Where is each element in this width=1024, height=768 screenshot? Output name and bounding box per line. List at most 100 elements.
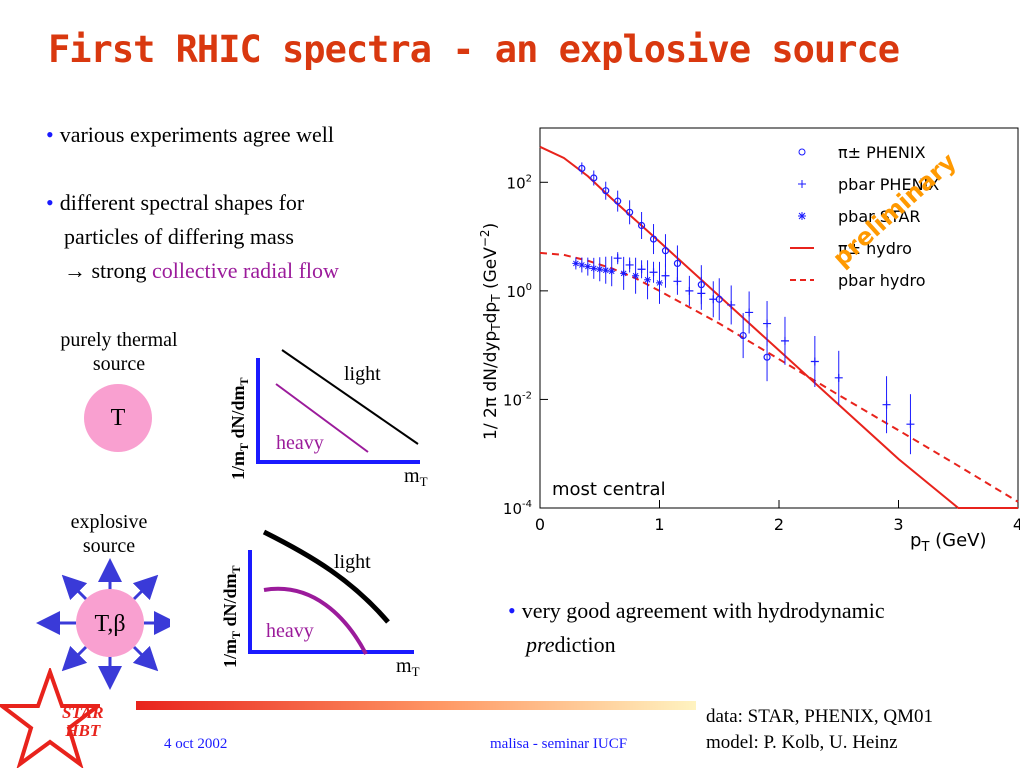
- pbar-phenix-point: [661, 271, 670, 280]
- pbar-star-point: [572, 259, 580, 267]
- pion-phenix-point: [626, 208, 634, 216]
- pbar-phenix-point: [780, 336, 789, 345]
- bullet-text: particles of differing mass: [64, 224, 294, 249]
- bullet-text: → strong collective radial flow: [46, 254, 339, 288]
- bullet-spectral-shapes: • different spectral shapes for particles…: [46, 186, 339, 288]
- star-logo-icon: [0, 668, 100, 768]
- x-axis-title: pT (GeV): [910, 530, 987, 555]
- pbar-phenix-point: [763, 319, 772, 328]
- y-axis-label: 1/mT dN/dmT: [228, 377, 251, 480]
- legend-label: π± hydro: [838, 239, 912, 258]
- pbar-star-point: [608, 267, 616, 275]
- bullet-text: different spectral shapes for: [59, 190, 305, 215]
- chart-legend: π± PHENIX pbar PHENIX pbar STAR π± hydro pba…: [790, 143, 939, 290]
- legend-plus-marker: [798, 180, 806, 188]
- bullet-dot: •: [46, 190, 54, 215]
- pbar-star-point: [578, 261, 586, 269]
- star-hbt-logo-text: STAR HBT: [62, 704, 104, 740]
- thermal-sketch: light heavy mT 1/mT dN/dmT: [228, 349, 428, 489]
- pion-phenix-point: [602, 187, 610, 195]
- legend-circle-marker: [798, 148, 806, 156]
- pbar-phenix-point: [637, 265, 646, 274]
- text-rest: diction: [554, 632, 616, 657]
- heavy-label: heavy: [276, 432, 324, 454]
- collective-flow-text: collective radial flow: [152, 258, 339, 283]
- explosive-source-label: explosive source: [44, 510, 174, 558]
- thermal-source-circle: T: [84, 384, 152, 452]
- legend-label: pbar STAR: [838, 207, 921, 226]
- explosive-sketch: light heavy mT 1/mT dN/dmT: [220, 529, 420, 679]
- x-tick-label: 4: [1013, 515, 1020, 534]
- pion-phenix-point: [637, 221, 646, 230]
- italic-prefix: pre: [526, 632, 555, 657]
- right-arrow-icon: →: [64, 258, 86, 283]
- pbar-phenix-point: [727, 300, 736, 309]
- temperature-label: T: [110, 405, 126, 431]
- y-axis-label: 1/mT dN/dmT: [220, 565, 243, 668]
- bullet-hydro-agreement: • very good agreement with hydrodynamic p…: [508, 594, 885, 662]
- bullet-text: strong: [86, 258, 152, 283]
- pbar-star-point: [596, 265, 604, 273]
- legend-label: pbar hydro: [838, 271, 926, 290]
- heavy-label: heavy: [266, 620, 314, 642]
- logo-line: HBT: [65, 721, 101, 740]
- pbar-star-point: [584, 263, 592, 271]
- bullet-experiments-agree: • various experiments agree well: [46, 118, 334, 152]
- light-curve: [262, 529, 390, 624]
- heavy-line: [275, 383, 369, 453]
- pbar-star-point: [602, 266, 610, 274]
- y-tick-label: 102: [507, 173, 532, 192]
- pion-hydro-curve: [539, 145, 1018, 509]
- credit-line: data: STAR, PHENIX, QM01: [706, 706, 933, 727]
- plot-frame: [539, 127, 1019, 509]
- temperature-flow-label: T,β: [94, 611, 125, 637]
- most-central-label: most central: [552, 479, 666, 500]
- pion-phenix-point: [661, 247, 670, 255]
- radial-flow-arrows: [36, 558, 170, 690]
- pbar-star-point: [632, 272, 640, 280]
- x-tick-label: 1: [654, 515, 664, 534]
- bullet-dot: •: [508, 598, 516, 623]
- pbar-phenix-point: [709, 295, 718, 304]
- pion-phenix-point: [673, 259, 682, 268]
- pbar-phenix-point: [882, 400, 891, 409]
- x-tick-label: 0: [535, 515, 545, 534]
- light-label: light: [334, 551, 371, 573]
- explosive-source-circle: [76, 589, 144, 657]
- explosive-source-icon: T,β: [36, 558, 170, 690]
- x-tick-label: 2: [774, 515, 784, 534]
- legend-star-marker: [798, 212, 806, 220]
- light-line: [281, 349, 419, 445]
- pbar-phenix-point: [613, 254, 622, 263]
- pbar-phenix-point: [834, 373, 843, 382]
- bullet-text: prediction: [508, 628, 885, 662]
- pion-phenix-point: [614, 197, 622, 205]
- pion-phenix-point: [649, 235, 658, 243]
- pbar-star-point: [620, 269, 628, 277]
- pion-phenix-point: [590, 174, 598, 182]
- logo-line: STAR: [62, 703, 104, 722]
- label-line: explosive: [70, 511, 148, 533]
- pbar-star-point: [590, 264, 598, 272]
- legend-label: pbar PHENIX: [838, 175, 939, 194]
- pbar-star-point: [656, 279, 663, 287]
- pbar-phenix-point: [745, 308, 754, 317]
- light-label: light: [344, 363, 381, 385]
- y-tick-label: 100: [507, 282, 532, 301]
- pion-phenix-point: [739, 331, 747, 340]
- legend-label: π± PHENIX: [838, 143, 926, 162]
- pbar-phenix-point: [906, 420, 915, 429]
- credit-line: model: P. Kolb, U. Heinz: [706, 732, 898, 753]
- pion-phenix-point: [763, 353, 771, 361]
- bullet-text: various experiments agree well: [59, 122, 334, 147]
- y-tick-label: 10-2: [503, 390, 532, 409]
- heavy-curve: [263, 586, 368, 655]
- spectra-chart: 0 1 2 3 4 10-4 10-2 100 102 π± PHENIX pbar PHENIX…: [478, 127, 1020, 555]
- label-line: source: [92, 353, 146, 375]
- footer-rule: [136, 701, 696, 710]
- bullet-dot: •: [46, 122, 54, 147]
- pbar-phenix-point: [673, 277, 682, 286]
- y-tick-label: 10-4: [503, 499, 532, 518]
- pion-phenix-point: [578, 164, 586, 173]
- x-tick-label: 3: [893, 515, 903, 534]
